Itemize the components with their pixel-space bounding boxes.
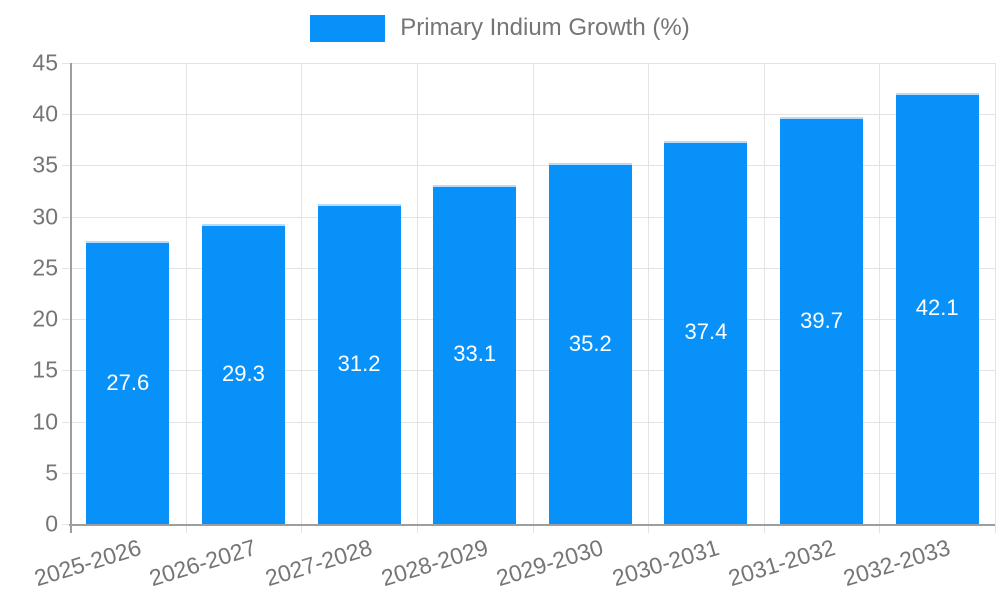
gridline-horizontal [62, 421, 995, 423]
bar[interactable] [433, 184, 517, 524]
gridline-vertical [416, 63, 418, 533]
x-axis-tick-label: 2027-2028 [262, 534, 376, 592]
gridline-vertical [648, 63, 650, 533]
legend-swatch [310, 14, 386, 42]
x-axis-tick-label: 2030-2031 [609, 534, 722, 592]
y-axis-tick-label: 45 [32, 49, 58, 76]
gridline-vertical [532, 63, 534, 533]
bar[interactable] [86, 241, 170, 524]
x-axis-tick-label: 2031-2032 [724, 534, 838, 592]
x-axis-tick-label: 2029-2030 [493, 534, 607, 592]
y-axis-tick-label: 15 [32, 356, 58, 383]
bar[interactable] [548, 163, 632, 524]
gridline-vertical [995, 63, 996, 533]
gridline-horizontal [62, 63, 995, 64]
bar-value-label: 27.6 [106, 369, 150, 395]
x-axis-tick-label: 2028-2029 [377, 534, 491, 592]
bar-value-label: 33.1 [453, 341, 497, 367]
bar-value-label: 39.7 [800, 307, 843, 333]
x-axis-tick-label: 2025-2026 [31, 534, 144, 592]
gridline-horizontal [62, 165, 995, 167]
gridline-horizontal [62, 370, 995, 372]
bar-value-label: 29.3 [222, 360, 265, 386]
y-axis-line [70, 63, 72, 533]
bar[interactable] [317, 204, 401, 524]
gridline-horizontal [62, 319, 995, 321]
bar-value-label: 35.2 [568, 330, 612, 356]
bar[interactable] [895, 92, 979, 524]
bar-value-label: 42.1 [915, 295, 959, 321]
gridline-horizontal [62, 114, 995, 116]
bar-value-label: 31.2 [337, 351, 381, 377]
y-axis-tick-label: 5 [45, 459, 58, 486]
gridline-horizontal [62, 216, 995, 218]
y-axis-tick-label: 30 [32, 203, 58, 230]
bar[interactable] [780, 117, 864, 524]
bar-value-label: 37.4 [684, 319, 728, 345]
y-axis-tick-label: 10 [32, 408, 58, 435]
y-axis-tick-label: 0 [45, 510, 58, 537]
gridline-vertical [879, 63, 881, 533]
gridline-vertical [185, 63, 187, 533]
bar[interactable] [201, 223, 285, 524]
y-tick-mark [62, 524, 70, 525]
gridline-vertical [763, 63, 765, 533]
x-axis-tick-label: 2032-2033 [840, 534, 954, 592]
x-axis-line [69, 524, 995, 526]
gridline-horizontal [62, 472, 995, 474]
legend[interactable]: Primary Indium Growth (%) [0, 14, 1000, 42]
gridline-vertical [301, 63, 303, 533]
y-axis-tick-label: 35 [32, 151, 58, 178]
y-axis-tick-label: 20 [32, 305, 58, 332]
gridline-horizontal [62, 267, 995, 269]
x-axis-tick-label: 2026-2027 [146, 534, 260, 592]
y-axis-tick-label: 25 [32, 254, 58, 281]
bar[interactable] [664, 140, 748, 524]
legend-label: Primary Indium Growth (%) [400, 14, 690, 41]
y-axis-tick-label: 40 [32, 100, 58, 127]
